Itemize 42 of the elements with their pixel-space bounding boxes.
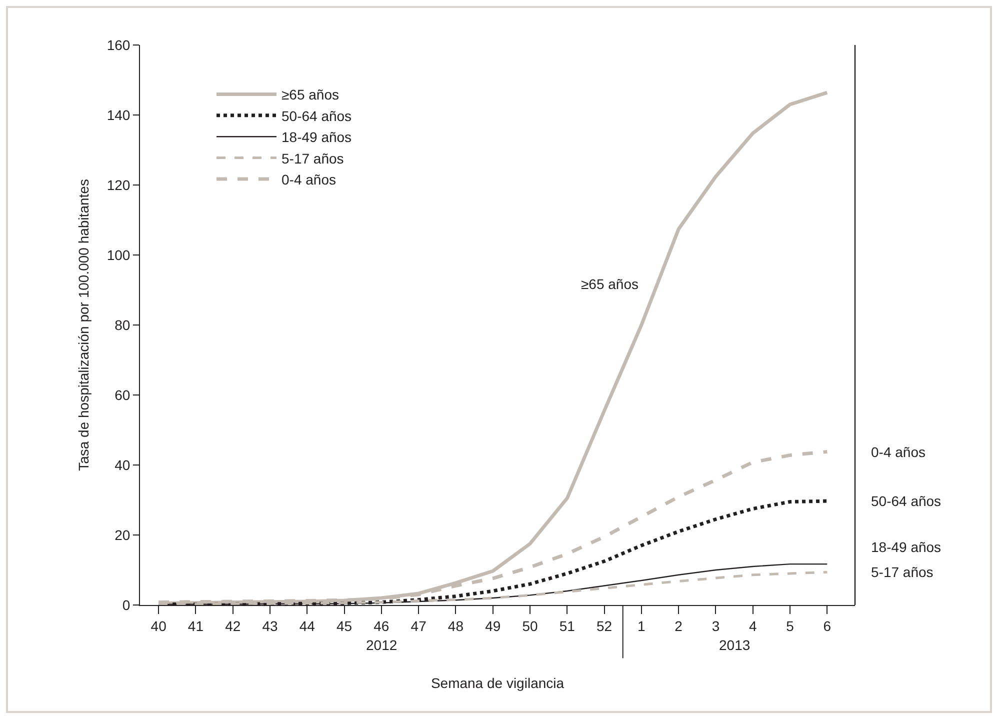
y-tick-label: 120 — [106, 176, 130, 193]
y-tick-label: 20 — [114, 526, 130, 543]
legend-label: 0-4 años — [282, 171, 336, 188]
x-tick-label: 44 — [299, 618, 316, 634]
y-tick-label: 140 — [106, 106, 130, 123]
legend-label: 18-49 años — [282, 129, 352, 146]
legend-label: 5-17 años — [282, 150, 344, 166]
text: 5-17 años — [871, 564, 934, 580]
text: 50-64 años — [871, 493, 942, 509]
x-tick-label: 2 — [674, 618, 683, 634]
x-tick-label: 45 — [336, 618, 352, 634]
y-tick-label: 60 — [114, 386, 130, 403]
x-tick-label: 5 — [786, 618, 794, 634]
x-tick-label: 52 — [596, 618, 612, 634]
text: 18-49 años — [871, 539, 942, 555]
y-tick-label: 80 — [114, 316, 130, 333]
x-tick-label: 46 — [374, 618, 390, 634]
x-tick-label: 1 — [638, 618, 646, 634]
legend-label: 50-64 años — [282, 108, 352, 124]
x-tick-label: 3 — [712, 618, 720, 634]
text: ≥65 años — [581, 276, 639, 292]
x-tick-label: 6 — [823, 618, 832, 634]
x-tick-label: 49 — [485, 618, 501, 634]
x-tick-label: 43 — [262, 618, 278, 634]
x-axis-title: Semana de vigilancia — [430, 675, 564, 692]
x-tick-label: 51 — [559, 618, 576, 634]
y-tick-label: 0 — [122, 596, 130, 613]
y-axis-title: Tasa de hospitalización por 100.000 habitantes — [75, 179, 92, 471]
x-tick-label: 50 — [522, 618, 538, 634]
text: 2013 — [719, 637, 750, 653]
x-tick-label: 47 — [410, 618, 427, 634]
y-tick-label: 160 — [106, 36, 130, 53]
text: 0-4 años — [871, 444, 926, 460]
x-tick-label: 42 — [225, 618, 241, 634]
x-tick-label: 41 — [188, 618, 204, 634]
y-tick-label: 100 — [106, 246, 130, 263]
x-tick-label: 4 — [748, 618, 757, 634]
legend-label: ≥65 años — [282, 86, 340, 103]
y-tick-label: 40 — [114, 456, 130, 473]
x-tick-label: 40 — [150, 618, 167, 634]
x-tick-label: 48 — [448, 618, 464, 634]
text: 2012 — [366, 637, 398, 653]
